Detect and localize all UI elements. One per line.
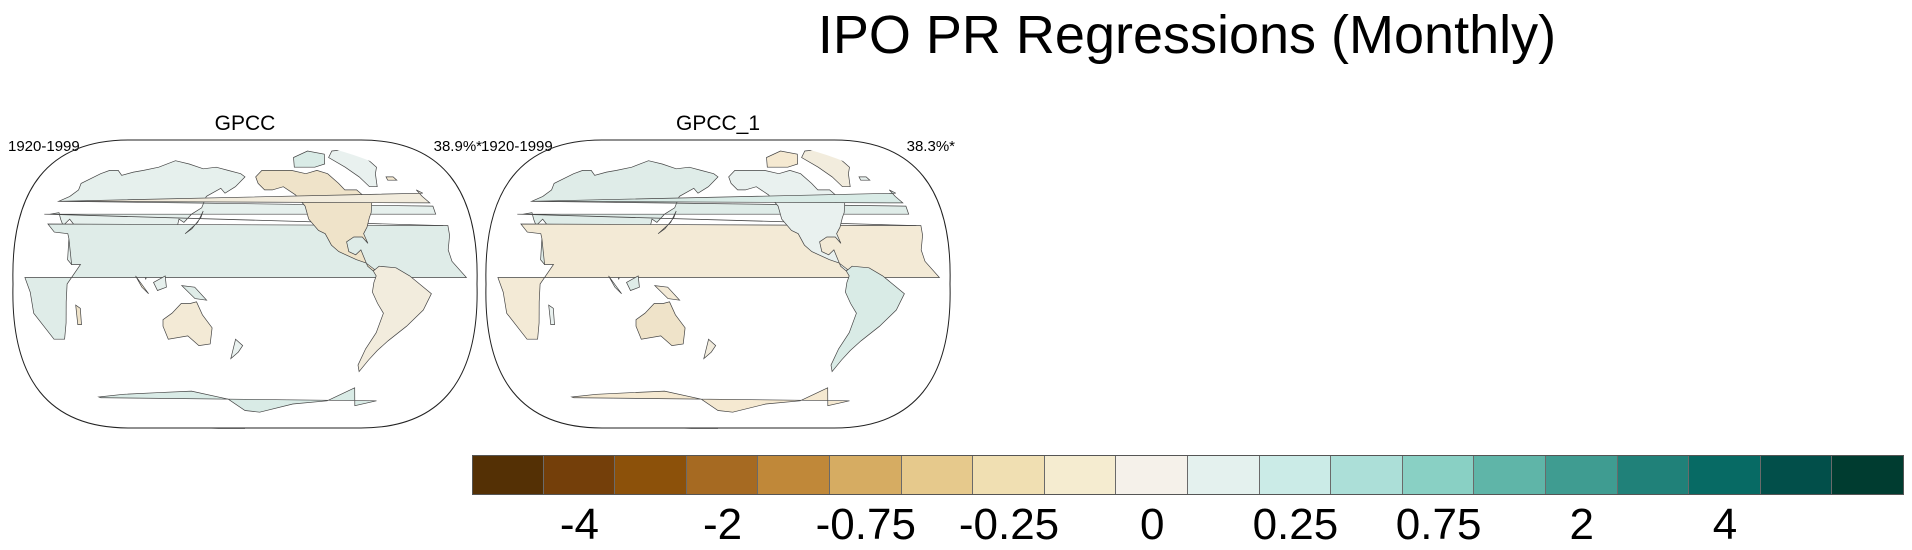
- landmass: [703, 338, 717, 360]
- panel-variance: 38.9%*: [433, 138, 482, 155]
- landmass: [24, 223, 468, 340]
- world-map: [485, 139, 951, 429]
- colorbar-box: [543, 455, 616, 495]
- landmass: [626, 275, 640, 291]
- colorbar: [472, 455, 1904, 495]
- colorbar-label: -0.75: [815, 500, 916, 549]
- colorbar-box: [1259, 455, 1332, 495]
- panel-variance: 38.3%*: [906, 138, 955, 155]
- landmass: [564, 387, 850, 429]
- landmass: [293, 150, 326, 168]
- landmass: [184, 210, 204, 234]
- landmass: [548, 304, 555, 325]
- panel-period: 1920-1999: [481, 138, 553, 155]
- landmass: [608, 275, 622, 294]
- colorbar-box: [1044, 455, 1117, 495]
- landmass: [530, 189, 904, 204]
- colorbar-box: [758, 455, 830, 495]
- colorbar-box: [1689, 455, 1761, 495]
- landmass: [180, 285, 208, 301]
- colorbar-box: [973, 455, 1045, 495]
- panel-period: 1920-1999: [8, 138, 80, 155]
- landmass: [385, 176, 398, 181]
- colorbar-box: [830, 455, 902, 495]
- landmass: [766, 150, 799, 168]
- map-panel-gpcc: GPCC 1920-1999 38.9%*: [8, 112, 482, 432]
- colorbar-label: -4: [559, 500, 599, 549]
- colorbar-label: -0.25: [958, 500, 1060, 549]
- colorbar-box: [615, 455, 687, 495]
- colorbar-label: 0.75: [1395, 500, 1482, 549]
- landmass: [497, 223, 941, 340]
- colorbar-label: -2: [703, 500, 743, 549]
- colorbar-box: [1617, 455, 1690, 495]
- colorbar-box: [472, 455, 544, 495]
- map-outline: [12, 139, 478, 429]
- colorbar-box: [1188, 455, 1260, 495]
- colorbar-box: [1760, 455, 1833, 495]
- world-map: [12, 139, 478, 429]
- landmass: [57, 189, 431, 204]
- main-title: IPO PR Regressions (Monthly): [817, 5, 1557, 65]
- panel-title: GPCC: [214, 112, 276, 135]
- landmass: [635, 301, 686, 346]
- colorbar-box: [1474, 455, 1546, 495]
- landmass: [91, 387, 377, 429]
- landmass: [162, 301, 213, 346]
- landmass: [135, 275, 149, 294]
- landmass: [830, 265, 905, 373]
- colorbar-box: [1402, 455, 1475, 495]
- colorbar-box: [1832, 455, 1904, 495]
- landmass: [230, 338, 244, 360]
- colorbar-box: [1331, 455, 1403, 495]
- panel-title: GPCC_1: [675, 112, 761, 135]
- colorbar-label: 0.25: [1252, 500, 1339, 549]
- landmass: [657, 210, 677, 234]
- colorbar-label: 0: [1139, 500, 1165, 549]
- map-panel-gpcc-1: GPCC_1 1920-1999 38.3%*: [481, 112, 955, 432]
- colorbar-label: 4: [1712, 500, 1738, 549]
- landmass: [357, 265, 432, 373]
- landmass: [153, 275, 167, 291]
- colorbar-box: [901, 455, 974, 495]
- map-outline: [485, 139, 951, 429]
- colorbar-box: [1546, 455, 1618, 495]
- colorbar-box: [1116, 455, 1188, 495]
- colorbar-box: [686, 455, 759, 495]
- colorbar-label: 2: [1569, 500, 1595, 549]
- landmass: [75, 304, 82, 325]
- landmass: [653, 285, 681, 301]
- landmass: [858, 176, 871, 181]
